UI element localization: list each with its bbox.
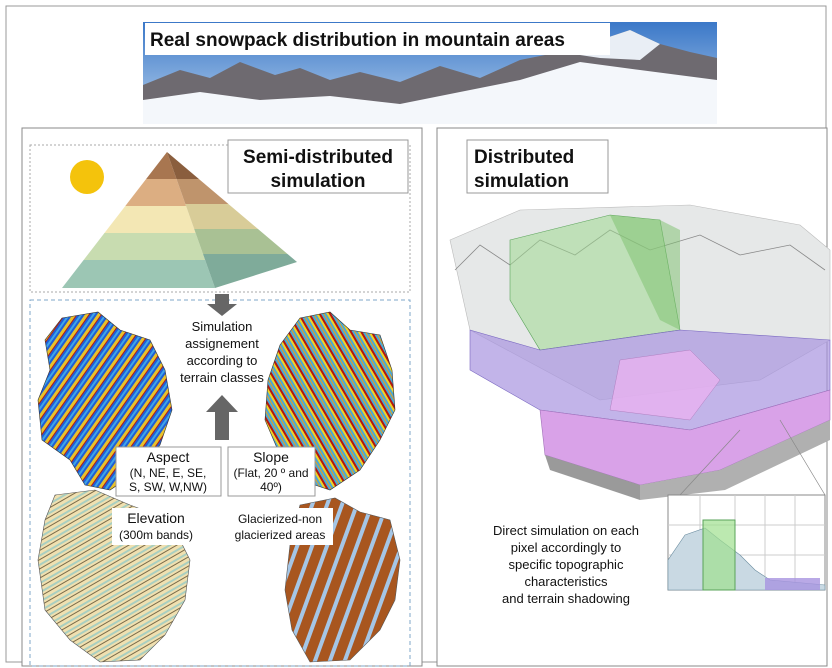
semi-title: simulation: [270, 171, 365, 192]
assignment-text: terrain classes: [180, 370, 264, 385]
description-text: and terrain shadowing: [502, 591, 630, 606]
slope-text: 40º): [260, 480, 282, 494]
banner-title: Real snowpack distribution in mountain a…: [150, 30, 565, 51]
sun: [70, 160, 104, 194]
description-text: characteristics: [524, 574, 608, 589]
arrow-up: [206, 395, 238, 440]
block-diagram: [449, 204, 831, 500]
semi-title-box: [227, 139, 409, 194]
assignment-text: assignement: [185, 336, 259, 351]
assignment-text: Simulation: [192, 319, 253, 334]
slope-box: [227, 446, 316, 497]
slope-map: [264, 311, 396, 491]
elevation-text: (300m bands): [119, 528, 193, 542]
aspect-text: S, SW, W,NW): [129, 480, 207, 494]
distributed-title-box: [466, 139, 609, 194]
semi-title: Semi-distributed: [243, 147, 393, 168]
banner: Real snowpack distribution in mountain a…: [143, 22, 717, 124]
arrow-down: [207, 294, 237, 316]
elevation-box: [112, 508, 200, 545]
aspect-text: (N, NE, E, SE,: [130, 466, 207, 480]
description-text: Direct simulation on each: [493, 523, 639, 538]
distributed-title: Distributed: [474, 147, 574, 168]
elevation-title: Elevation: [127, 510, 185, 526]
aspect-title: Aspect: [147, 449, 190, 465]
slope-text: (Flat, 20 º and: [233, 466, 308, 480]
aspect-box: [115, 446, 222, 497]
glacier-text: glacierized areas: [235, 528, 326, 542]
distributed-title: simulation: [474, 171, 569, 192]
glacier-box: [227, 508, 333, 545]
slope-title: Slope: [253, 449, 289, 465]
description-text: specific topographic: [509, 557, 624, 572]
pyramid-box: [29, 144, 411, 293]
assignment-text: according to: [187, 353, 258, 368]
inset: [667, 494, 826, 591]
description-text: pixel accordingly to: [511, 540, 622, 555]
glacier-text: Glacierized-non: [238, 512, 322, 526]
